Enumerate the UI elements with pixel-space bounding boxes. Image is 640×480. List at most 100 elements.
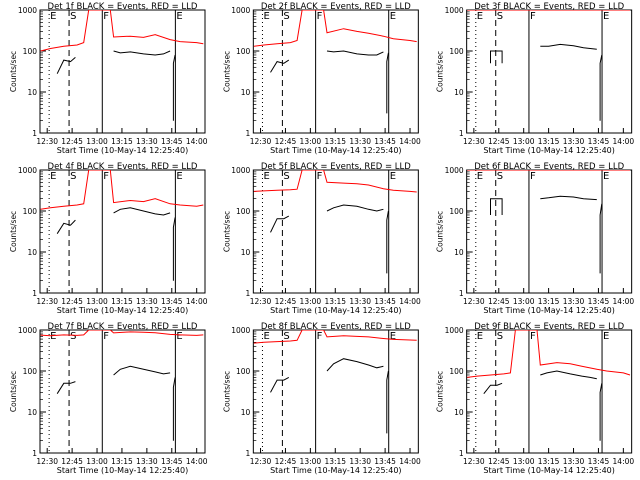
marker-label: E <box>263 171 269 182</box>
y-tick-label: 1 <box>246 129 251 138</box>
x-tick-label: 12:30 <box>36 297 58 306</box>
x-axis-label: Start Time (10-May-14 12:25:40) <box>483 466 614 475</box>
x-tick-label: 12:30 <box>463 457 485 466</box>
marker-label: F <box>317 11 323 22</box>
y-tick-label: 1000 <box>445 326 464 335</box>
plot-frame <box>466 169 633 294</box>
marker-label: E <box>50 331 56 342</box>
y-tick-label: 100 <box>449 207 464 216</box>
marker-label: E <box>477 11 483 22</box>
panel-title: Det 5f BLACK = Events, RED = LLD <box>261 162 411 172</box>
marker-label: E <box>263 331 269 342</box>
marker-label: S <box>497 331 503 342</box>
x-tick-label: 12:45 <box>488 137 510 146</box>
y-axis-label: Counts/sec <box>436 371 445 412</box>
marker-label: E <box>263 11 269 22</box>
y-tick-label: 1000 <box>231 166 250 175</box>
marker-label: E <box>390 171 396 182</box>
plot-frame <box>252 9 419 134</box>
y-tick-label: 10 <box>241 88 251 97</box>
marker-label: E <box>390 11 396 22</box>
x-tick-label: 13:15 <box>111 457 133 466</box>
panel-8: Det 8f BLACK = Events, RED = LLD 1 10 100 10… <box>222 322 421 475</box>
x-tick-label: 14:00 <box>613 137 635 146</box>
marker-label: E <box>477 171 483 182</box>
y-tick-label: 1000 <box>18 326 37 335</box>
plot-frame <box>39 169 206 294</box>
y-tick-label: 100 <box>23 207 38 216</box>
y-tick-label: 10 <box>454 408 464 417</box>
x-tick-label: 13:30 <box>349 137 371 146</box>
plot-frame <box>252 329 419 454</box>
series-events-line <box>56 381 76 394</box>
panel-title: Det 1f BLACK = Events, RED = LLD <box>48 2 198 12</box>
x-tick-label: 13:45 <box>588 297 610 306</box>
marker-label: E <box>477 331 483 342</box>
x-tick-label: 14:00 <box>186 457 208 466</box>
y-tick-label: 10 <box>241 248 251 257</box>
x-tick-label: 13:15 <box>324 137 346 146</box>
series-events-line <box>540 195 597 201</box>
x-tick-label: 14:00 <box>399 297 421 306</box>
series-events-line <box>270 215 290 233</box>
x-tick-label: 13:30 <box>349 457 371 466</box>
y-tick-label: 100 <box>23 47 38 56</box>
series-events-line <box>270 59 290 73</box>
y-axis-label: Counts/sec <box>9 51 18 92</box>
x-tick-label: 13:15 <box>324 297 346 306</box>
x-tick-label: 13:00 <box>86 297 108 306</box>
plot-frame <box>39 9 206 134</box>
panel-title: Det 9f BLACK = Events, RED = LLD <box>474 322 624 332</box>
y-tick-label: 10 <box>454 248 464 257</box>
x-tick-label: 13:15 <box>538 137 560 146</box>
marker-label: S <box>70 11 76 22</box>
marker-label: E <box>603 171 609 182</box>
y-tick-label: 1 <box>246 289 251 298</box>
x-tick-label: 13:30 <box>563 297 585 306</box>
x-axis-label: Start Time (10-May-14 12:25:40) <box>270 146 401 155</box>
panel-1: Det 1f BLACK = Events, RED = LLD 1 10 100 10… <box>9 2 208 155</box>
series-events-line <box>326 50 384 56</box>
x-tick-label: 13:30 <box>563 457 585 466</box>
panel-title: Det 8f BLACK = Events, RED = LLD <box>261 322 411 332</box>
marker-label: F <box>317 331 323 342</box>
panel-7: Det 7f BLACK = Events, RED = LLD 1 10 100 10… <box>9 322 208 475</box>
series-events-line <box>56 219 76 234</box>
x-tick-label: 13:45 <box>374 137 396 146</box>
x-tick-label: 12:45 <box>275 137 297 146</box>
panel-3: Det 3f BLACK = Events, RED = LLD 1 10 100 10… <box>436 2 635 155</box>
marker-label: S <box>497 11 503 22</box>
x-tick-label: 14:00 <box>399 137 421 146</box>
x-tick-label: 13:30 <box>136 137 158 146</box>
marker-label: S <box>497 171 503 182</box>
y-tick-label: 10 <box>27 408 37 417</box>
panel-title: Det 3f BLACK = Events, RED = LLD <box>474 2 624 12</box>
series-events-line <box>270 376 290 393</box>
series-events-line <box>326 204 384 212</box>
x-tick-label: 12:30 <box>36 457 58 466</box>
panel-title: Det 7f BLACK = Events, RED = LLD <box>48 322 198 332</box>
y-tick-label: 10 <box>27 88 37 97</box>
series-lld-line <box>253 170 417 193</box>
panel-title: Det 2f BLACK = Events, RED = LLD <box>261 2 411 12</box>
x-tick-label: 13:00 <box>86 457 108 466</box>
series-lld-line <box>40 10 204 52</box>
y-tick-label: 10 <box>454 88 464 97</box>
y-tick-label: 1 <box>246 449 251 458</box>
marker-label: F <box>103 171 109 182</box>
y-tick-label: 1 <box>459 449 464 458</box>
x-axis-label: Start Time (10-May-14 12:25:40) <box>270 466 401 475</box>
series-lld-line <box>40 170 204 210</box>
marker-label: E <box>50 11 56 22</box>
x-tick-label: 13:00 <box>513 297 535 306</box>
series-lld-line <box>253 330 417 344</box>
series-events-line <box>172 217 176 281</box>
x-tick-label: 13:45 <box>161 297 183 306</box>
y-tick-label: 100 <box>236 207 251 216</box>
marker-label: S <box>283 171 289 182</box>
marker-label: S <box>283 11 289 22</box>
x-tick-label: 12:45 <box>61 137 83 146</box>
plot-frame <box>466 9 633 134</box>
series-events-line <box>172 54 176 121</box>
